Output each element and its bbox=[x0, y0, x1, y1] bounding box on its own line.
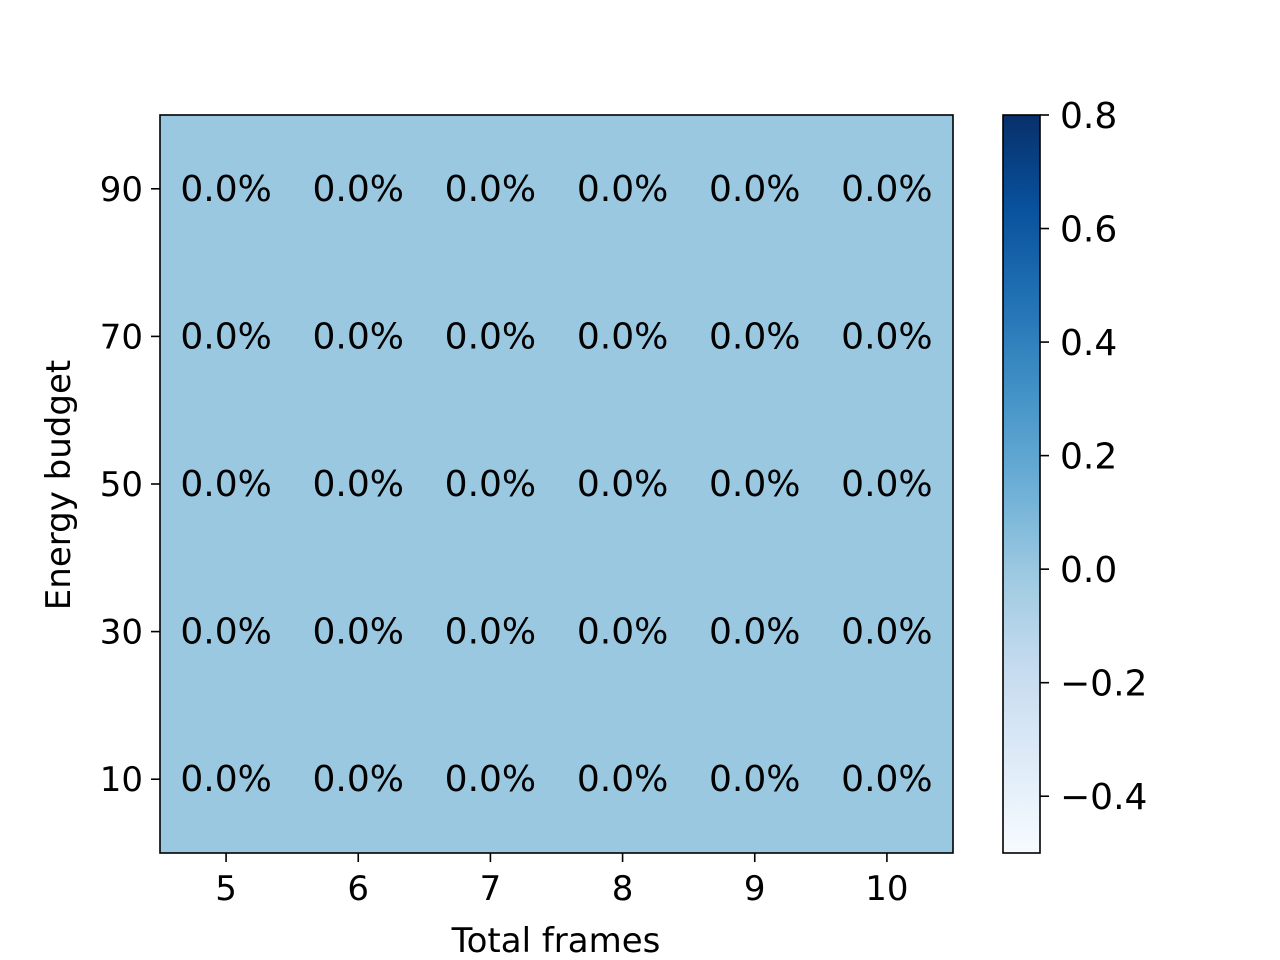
heatmap-cell bbox=[424, 705, 557, 854]
x-tick-label: 9 bbox=[744, 869, 766, 909]
cell-value-label: 0.0% bbox=[445, 169, 536, 210]
heatmap-cell bbox=[292, 115, 425, 264]
heatmap-cell bbox=[160, 410, 293, 559]
cell-value-label: 0.0% bbox=[841, 612, 932, 653]
y-tick-label: 90 bbox=[100, 170, 143, 210]
heatmap-cell bbox=[292, 557, 425, 706]
cell-value-label: 0.0% bbox=[841, 169, 932, 210]
heatmap-cell bbox=[820, 705, 954, 854]
heatmap-cell bbox=[556, 705, 690, 854]
cell-value-label: 0.0% bbox=[841, 316, 932, 357]
heatmap-cell bbox=[688, 262, 822, 411]
colorbar-tick-label: 0.2 bbox=[1060, 437, 1117, 478]
cell-value-label: 0.0% bbox=[180, 612, 271, 653]
cell-value-label: 0.0% bbox=[180, 464, 271, 505]
cell-value-label: 0.0% bbox=[577, 759, 668, 800]
cell-value-label: 0.0% bbox=[577, 316, 668, 357]
cell-value-label: 0.0% bbox=[577, 169, 668, 210]
colorbar-tick-label: 0.4 bbox=[1060, 323, 1117, 364]
cell-value-label: 0.0% bbox=[709, 612, 800, 653]
heatmap-cell bbox=[292, 705, 425, 854]
y-tick-label: 10 bbox=[100, 760, 143, 800]
cell-value-label: 0.0% bbox=[841, 464, 932, 505]
cell-value-label: 0.0% bbox=[709, 464, 800, 505]
heatmap-cell bbox=[820, 557, 954, 706]
cell-value-label: 0.0% bbox=[313, 464, 404, 505]
colorbar-tick-label: −0.4 bbox=[1060, 777, 1147, 818]
cell-value-label: 0.0% bbox=[841, 759, 932, 800]
cell-value-label: 0.0% bbox=[709, 169, 800, 210]
cell-value-label: 0.0% bbox=[313, 612, 404, 653]
x-axis-label: Total frames bbox=[451, 921, 661, 960]
heatmap-cell bbox=[292, 262, 425, 411]
x-tick-label: 5 bbox=[215, 869, 237, 909]
y-axis: 10 30 50 70 90 bbox=[100, 170, 160, 800]
heatmap-cell bbox=[424, 262, 557, 411]
cell-value-label: 0.0% bbox=[180, 759, 271, 800]
colorbar: −0.4 −0.2 0.0 0.2 0.4 0.6 0.8 bbox=[1002, 96, 1147, 854]
cell-value-label: 0.0% bbox=[180, 169, 271, 210]
cell-value-label: 0.0% bbox=[445, 316, 536, 357]
heatmap-cell bbox=[556, 262, 690, 411]
y-axis-label: Energy budget bbox=[39, 360, 79, 610]
x-axis: 5 6 7 8 9 10 bbox=[215, 853, 909, 909]
cell-value-label: 0.0% bbox=[577, 464, 668, 505]
x-tick-label: 8 bbox=[612, 869, 634, 909]
colorbar-tick-label: 0.0 bbox=[1060, 550, 1117, 591]
heatmap-cell bbox=[688, 705, 822, 854]
heatmap-cell bbox=[160, 262, 293, 411]
heatmap-cell bbox=[556, 115, 690, 264]
y-tick-label: 50 bbox=[100, 465, 143, 505]
y-tick-label: 30 bbox=[100, 613, 143, 653]
cell-value-label: 0.0% bbox=[445, 464, 536, 505]
x-tick-label: 7 bbox=[480, 869, 502, 909]
heatmap-cell bbox=[820, 410, 954, 559]
heatmap-cell bbox=[820, 262, 954, 411]
heatmap-cell bbox=[160, 115, 293, 264]
x-tick-label: 6 bbox=[347, 869, 369, 909]
heatmap-cell bbox=[292, 410, 425, 559]
cell-value-label: 0.0% bbox=[709, 316, 800, 357]
heatmap-cell bbox=[160, 705, 293, 854]
heatmap-cell bbox=[424, 557, 557, 706]
heatmap-cell bbox=[820, 115, 954, 264]
cell-value-label: 0.0% bbox=[313, 759, 404, 800]
heatmap-cell bbox=[424, 410, 557, 559]
heatmap-cell bbox=[688, 115, 822, 264]
heatmap-cell bbox=[556, 557, 690, 706]
colorbar-frame bbox=[1002, 114, 1041, 854]
y-tick-label: 70 bbox=[100, 317, 143, 357]
heatmap-cell bbox=[160, 557, 293, 706]
cell-value-label: 0.0% bbox=[577, 612, 668, 653]
colorbar-tick-label: 0.6 bbox=[1060, 210, 1117, 251]
cell-value-label: 0.0% bbox=[313, 169, 404, 210]
plot-area: 0.0% 0.0% 0.0% 0.0% 0.0% 0.0% 0.0% 0.0% 0.0% 0.0%… bbox=[159, 114, 954, 854]
cell-value-label: 0.0% bbox=[313, 316, 404, 357]
colorbar-tick-label: −0.2 bbox=[1060, 664, 1147, 705]
x-tick-label: 10 bbox=[865, 869, 908, 909]
cell-value-label: 0.0% bbox=[445, 612, 536, 653]
heatmap-cell bbox=[424, 115, 557, 264]
heatmap-cell bbox=[688, 557, 822, 706]
colorbar-tick-label: 0.8 bbox=[1060, 96, 1117, 137]
colorbar-gradient bbox=[1003, 115, 1040, 853]
cell-value-label: 0.0% bbox=[445, 759, 536, 800]
cell-value-label: 0.0% bbox=[709, 759, 800, 800]
heatmap-cell bbox=[688, 410, 822, 559]
heatmap-cell bbox=[556, 410, 690, 559]
cell-value-label: 0.0% bbox=[180, 316, 271, 357]
